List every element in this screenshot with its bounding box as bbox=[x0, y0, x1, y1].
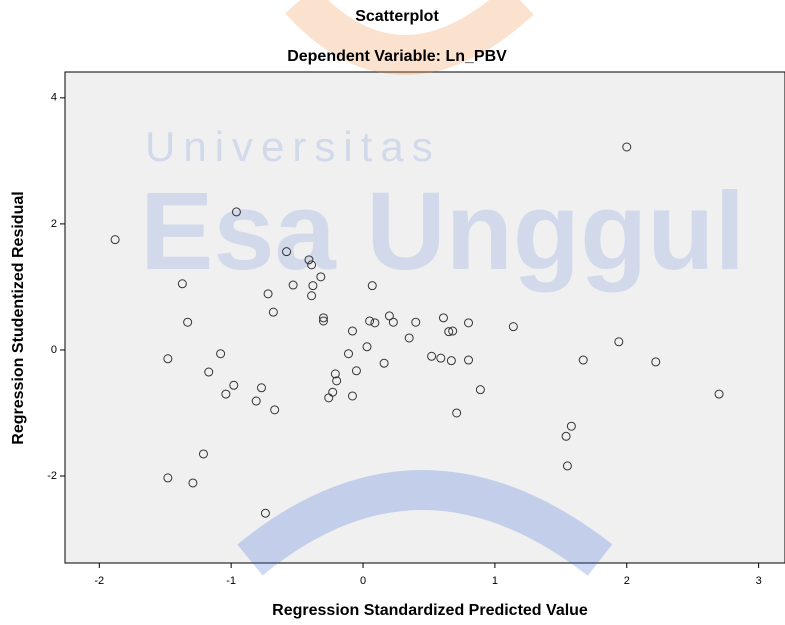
point bbox=[260, 508, 270, 518]
point bbox=[464, 355, 474, 365]
point bbox=[221, 389, 231, 399]
point bbox=[367, 281, 377, 291]
point bbox=[229, 380, 239, 390]
point bbox=[316, 272, 326, 282]
point bbox=[163, 473, 173, 483]
watermark: Esa Unggul bbox=[140, 170, 745, 293]
y-tick-label: 4 bbox=[51, 92, 57, 104]
point bbox=[330, 369, 340, 379]
point bbox=[379, 358, 389, 368]
point bbox=[452, 408, 462, 418]
point bbox=[508, 322, 518, 332]
point bbox=[288, 280, 298, 290]
point bbox=[198, 449, 208, 459]
point bbox=[282, 247, 292, 257]
point bbox=[177, 279, 187, 289]
point bbox=[204, 367, 214, 377]
point bbox=[163, 354, 173, 364]
point bbox=[614, 337, 624, 347]
x-tick-label: 1 bbox=[492, 575, 498, 587]
point bbox=[332, 376, 342, 386]
point bbox=[251, 396, 261, 406]
point bbox=[622, 142, 632, 152]
point bbox=[351, 366, 361, 376]
y-axis-label: Regression Studentized Residual bbox=[10, 191, 27, 444]
point bbox=[561, 431, 571, 441]
point bbox=[307, 291, 317, 301]
point bbox=[362, 342, 372, 352]
chart-title: Scatterplot bbox=[355, 8, 439, 25]
point bbox=[365, 316, 375, 326]
point bbox=[651, 357, 661, 367]
point bbox=[318, 316, 328, 326]
point bbox=[404, 333, 414, 343]
point bbox=[388, 317, 398, 327]
point bbox=[344, 349, 354, 359]
point bbox=[304, 255, 314, 265]
point bbox=[347, 326, 357, 336]
point bbox=[328, 387, 338, 397]
x-tick-label: 0 bbox=[360, 575, 366, 587]
point bbox=[318, 313, 328, 323]
point bbox=[566, 421, 576, 431]
point bbox=[436, 353, 446, 363]
point bbox=[464, 318, 474, 328]
x-tick-label: 2 bbox=[624, 575, 630, 587]
point bbox=[475, 385, 485, 395]
point bbox=[347, 391, 357, 401]
point bbox=[263, 289, 273, 299]
point bbox=[256, 383, 266, 393]
point bbox=[370, 318, 380, 328]
point bbox=[427, 351, 437, 361]
point bbox=[438, 313, 448, 323]
point bbox=[446, 356, 456, 366]
x-tick-label: -2 bbox=[94, 575, 104, 587]
point bbox=[444, 327, 454, 337]
point bbox=[216, 349, 226, 359]
point bbox=[448, 326, 458, 336]
chart-subtitle: Dependent Variable: Ln_PBV bbox=[287, 48, 507, 65]
watermark-logo bbox=[237, 0, 613, 576]
point bbox=[308, 281, 318, 291]
y-tick-label: 2 bbox=[51, 218, 57, 230]
point bbox=[578, 355, 588, 365]
y-tick-label: 0 bbox=[51, 344, 57, 356]
point bbox=[307, 260, 317, 270]
point bbox=[562, 461, 572, 471]
point bbox=[268, 307, 278, 317]
point bbox=[270, 405, 280, 415]
point bbox=[110, 235, 120, 245]
x-axis-label: Regression Standardized Predicted Value bbox=[272, 602, 588, 619]
point bbox=[411, 317, 421, 327]
point bbox=[714, 389, 724, 399]
point bbox=[231, 207, 241, 217]
watermark: Universitas bbox=[145, 123, 441, 170]
point bbox=[384, 311, 394, 321]
x-tick-label: -1 bbox=[226, 575, 236, 587]
point bbox=[188, 478, 198, 488]
y-tick-label: -2 bbox=[47, 470, 57, 482]
plot-area bbox=[64, 71, 785, 564]
x-tick-label: 3 bbox=[756, 575, 762, 587]
point bbox=[183, 317, 193, 327]
